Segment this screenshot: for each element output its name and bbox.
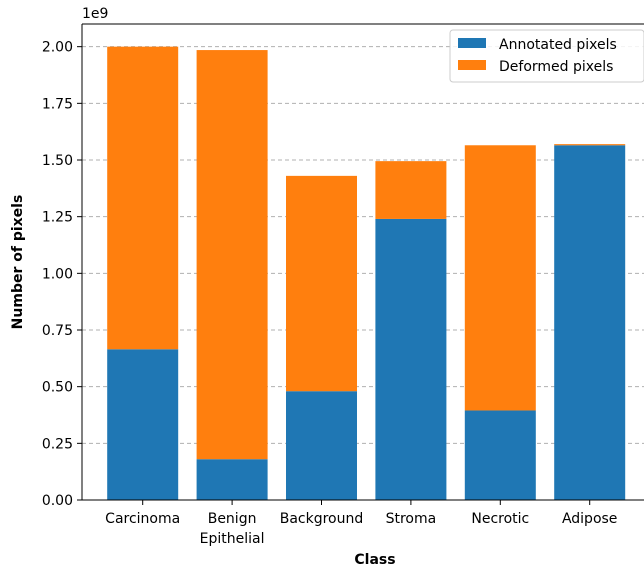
x-axis-label: Class xyxy=(354,552,395,567)
y-tick-label: 1.50 xyxy=(42,153,73,169)
bar-deformed xyxy=(107,46,179,350)
legend-label: Annotated pixels xyxy=(499,37,617,53)
legend: Annotated pixels Deformed pixels xyxy=(449,29,644,83)
y-tick-label: 1.25 xyxy=(42,210,73,226)
bar-annotated xyxy=(107,349,179,500)
x-tick-label: Adipose xyxy=(562,511,617,527)
y-tick-label: 2.00 xyxy=(42,40,73,56)
legend-swatch xyxy=(458,60,486,70)
legend-label: Deformed pixels xyxy=(499,59,613,75)
bar-annotated xyxy=(554,145,626,500)
y-tick-label: 0.25 xyxy=(42,436,73,452)
bar-annotated xyxy=(196,459,268,500)
y-tick-label: 0.50 xyxy=(42,380,73,396)
bar-deformed xyxy=(196,50,268,460)
bar-annotated xyxy=(286,391,357,500)
x-tick-labels: Carcinoma Benign Epithelial Background Strom… xyxy=(105,500,617,547)
y-tick-label: 0.75 xyxy=(42,323,73,339)
legend-box xyxy=(449,29,644,83)
x-tick-label: Stroma xyxy=(386,511,437,527)
x-tick-label: Necrotic xyxy=(471,511,529,527)
bars xyxy=(107,46,626,500)
x-tick-label: Carcinoma xyxy=(105,511,180,527)
y-tick-labels: 0.00 0.25 0.50 0.75 1.00 1.25 1.50 1.75 2.00 xyxy=(42,40,82,509)
bar-annotated xyxy=(464,410,536,500)
bar-deformed xyxy=(554,144,626,146)
y-axis-offset-label: 1e9 xyxy=(82,6,108,22)
y-axis-label: Number of pixels xyxy=(10,195,26,330)
x-tick-label: Benign Epithelial xyxy=(200,511,265,547)
y-tick-label: 1.75 xyxy=(42,96,73,112)
y-tick-label: 1.00 xyxy=(42,266,73,282)
y-tick-label: 0.00 xyxy=(42,493,73,509)
legend-swatch xyxy=(458,38,486,48)
bar-deformed xyxy=(464,145,536,411)
bar-annotated xyxy=(375,218,447,500)
x-tick-label: Background xyxy=(280,511,364,527)
bar-deformed xyxy=(286,175,357,392)
bar-deformed xyxy=(375,161,447,219)
